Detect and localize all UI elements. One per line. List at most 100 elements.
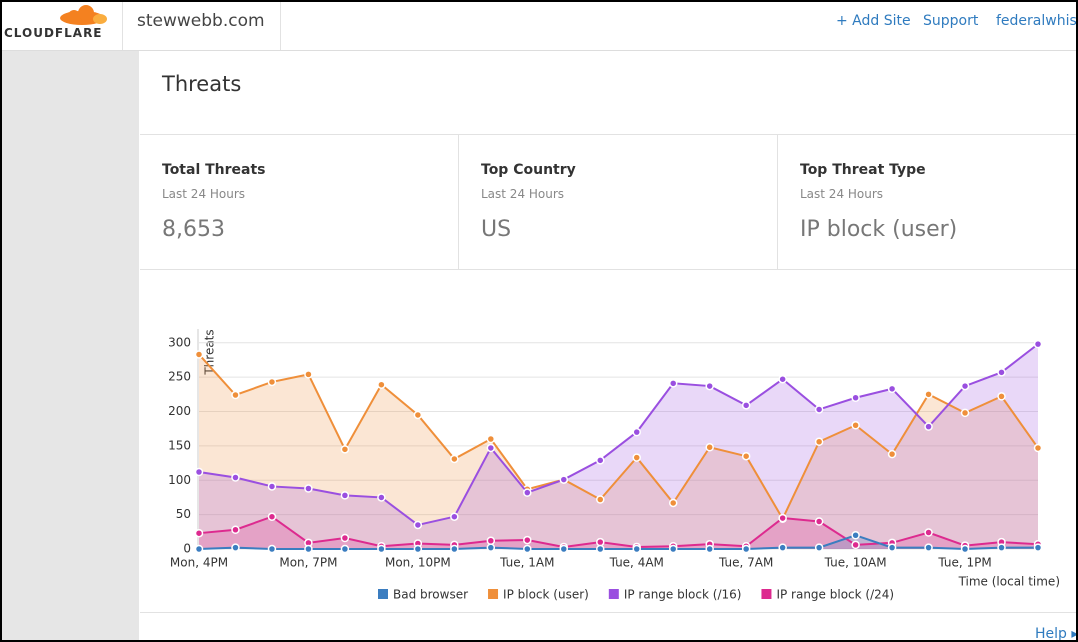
x-tick-label: Tue, 7AM: [718, 556, 773, 570]
point: [194, 528, 204, 538]
stat-value: US: [481, 217, 512, 242]
point: [960, 381, 970, 391]
x-axis-label: Time (local time): [958, 575, 1060, 589]
line: [198, 343, 1039, 527]
legend-label: IP range block (/16): [624, 588, 742, 602]
site-name[interactable]: stewwebb.com: [137, 11, 265, 31]
point: [413, 544, 423, 554]
point: [340, 445, 350, 454]
point: [486, 543, 496, 552]
x-tick-label: Mon, 4PM: [170, 556, 228, 570]
x-tick-label: Tue, 10AM: [824, 556, 887, 570]
stat-title: Top Country: [481, 162, 576, 178]
y-tick-label: 250: [168, 370, 191, 384]
y-tick-label: 50: [176, 507, 191, 521]
point: [304, 370, 313, 379]
divider: [140, 269, 1076, 270]
point: [705, 544, 714, 554]
logo-cloud: [60, 5, 107, 25]
point: [486, 443, 496, 453]
point: [814, 543, 824, 552]
point: [596, 537, 605, 547]
point: [814, 405, 824, 414]
point: [924, 528, 933, 537]
point: [778, 513, 787, 523]
add-site[interactable]: + Add Site: [836, 13, 911, 29]
support[interactable]: Support: [923, 13, 979, 29]
y-tick-label: 150: [168, 438, 191, 452]
line: [198, 534, 1038, 551]
point: [741, 451, 751, 461]
point: [596, 495, 605, 504]
stat-card: Total Threats Last 24 Hours 8,653: [140, 135, 459, 269]
point: [924, 543, 933, 552]
stat-card: Top Country Last 24 Hours US: [459, 135, 778, 269]
point: [778, 374, 787, 384]
line: [198, 353, 1039, 521]
y-tick-label: 0: [183, 542, 191, 556]
legend-swatch: [608, 589, 619, 599]
stat-period: Last 24 Hours: [800, 187, 884, 201]
point: [194, 467, 204, 477]
account[interactable]: federalwhist: [996, 13, 1078, 29]
point: [668, 544, 678, 554]
point: [1033, 339, 1043, 349]
point: [231, 473, 240, 482]
x-tick-label: Tue, 1AM: [499, 556, 554, 570]
point: [778, 543, 787, 552]
y-tick-label: 100: [168, 473, 191, 487]
point: [377, 544, 386, 554]
stat-title: Total Threats: [162, 162, 266, 178]
x-tick-label: Tue, 4AM: [609, 556, 664, 570]
x-tick-label: Mon, 10PM: [385, 556, 451, 570]
point: [851, 421, 860, 430]
point: [377, 380, 386, 389]
point: [267, 512, 277, 521]
point: [1033, 443, 1043, 453]
point: [559, 475, 569, 484]
point: [887, 449, 897, 459]
point: [668, 379, 678, 388]
point: [486, 536, 496, 545]
point: [632, 453, 641, 462]
point: [231, 525, 240, 534]
point: [450, 454, 459, 464]
point: [377, 493, 386, 502]
point: [705, 443, 714, 452]
point: [231, 543, 240, 552]
site-box: [122, 2, 281, 50]
point: [632, 427, 641, 437]
point: [960, 544, 970, 554]
point: [924, 422, 933, 431]
help-link[interactable]: Help ▸: [1035, 626, 1078, 642]
point: [194, 544, 204, 554]
area: [199, 516, 1038, 549]
point: [523, 544, 532, 554]
point: [523, 488, 532, 497]
line: [198, 515, 1039, 548]
point: [267, 377, 277, 387]
point: [304, 544, 313, 554]
legend-label: IP block (user): [503, 588, 589, 602]
point: [1033, 543, 1043, 552]
point: [413, 410, 423, 420]
point: [997, 392, 1006, 401]
point: [741, 401, 751, 410]
stat-value: IP block (user): [800, 217, 958, 242]
y-axis-label: Threats: [203, 329, 217, 375]
divider: [140, 134, 1076, 135]
divider: [140, 612, 1076, 613]
top-bar: CLOUDFLARE stewwebb.com + Add Site Suppo…: [2, 2, 1076, 51]
legend-swatch: [488, 589, 499, 599]
legend-label: IP range block (/24): [776, 588, 894, 602]
point: [194, 350, 204, 359]
point: [413, 520, 423, 530]
point: [267, 544, 277, 554]
point: [231, 390, 240, 400]
sidebar: [2, 51, 139, 640]
point: [340, 544, 350, 554]
point: [596, 456, 605, 465]
point: [523, 535, 532, 545]
help-text[interactable]: Help: [1035, 626, 1067, 642]
